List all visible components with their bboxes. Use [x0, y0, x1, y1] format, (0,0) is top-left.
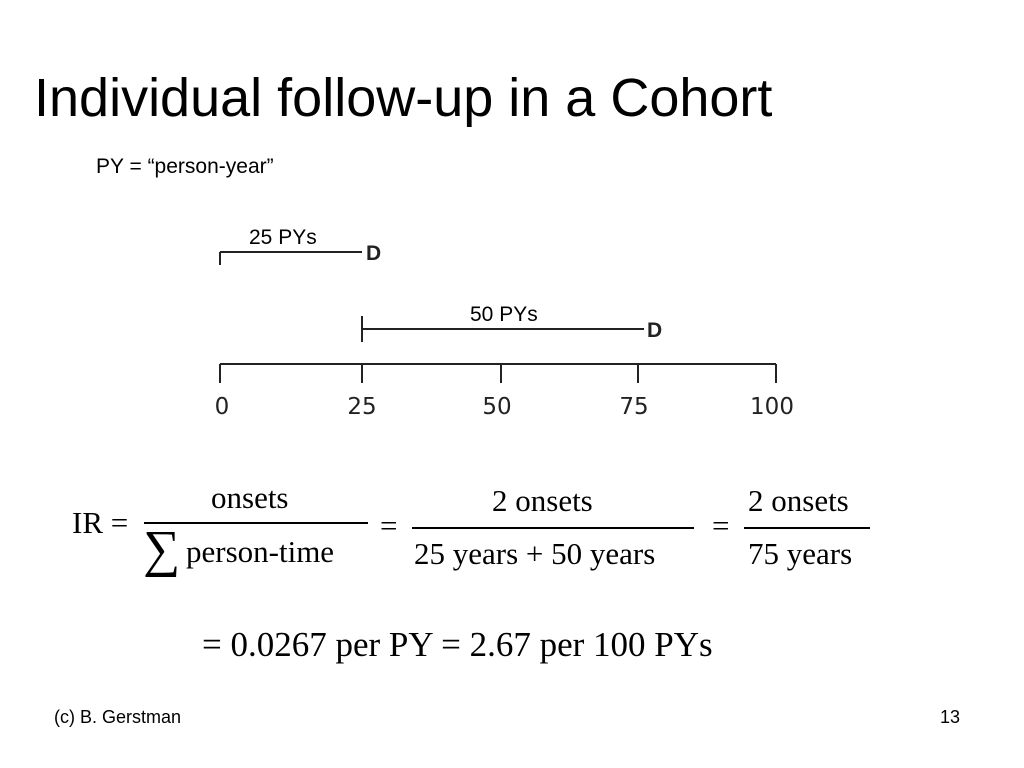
- fraction-1-numerator: onsets: [211, 480, 289, 515]
- fraction-2-numerator: 2 onsets: [492, 483, 593, 518]
- fraction-2-denominator: 25 years + 50 years: [414, 536, 656, 571]
- sigma-symbol: ∑: [143, 521, 181, 578]
- formula-result: = 0.0267 per PY = 2.67 per 100 PYs: [202, 625, 713, 664]
- footer-author: (c) B. Gerstman: [54, 707, 182, 727]
- time-axis: 0 25 50 75 100: [215, 363, 794, 420]
- axis-tick-label-100: 100: [750, 394, 794, 420]
- slide-title: Individual follow-up in a Cohort: [34, 68, 773, 128]
- formula-lhs: IR =: [72, 505, 129, 540]
- fraction-2-bar: [412, 527, 694, 529]
- axis-tick-label-50: 50: [482, 394, 511, 420]
- fraction-3-denominator: 75 years: [748, 536, 853, 571]
- axis-tick-label-75: 75: [619, 394, 648, 420]
- fraction-3-numerator: 2 onsets: [748, 483, 849, 518]
- fraction-1-bar: [144, 522, 368, 524]
- follow-up-segment-1: 25 PYs D: [219, 226, 381, 265]
- fraction-3-bar: [744, 527, 870, 529]
- slide-number: 13: [940, 707, 961, 727]
- fraction-1-denominator: person-time: [186, 534, 335, 569]
- segment-1-end-mark: D: [366, 242, 381, 265]
- segment-2-end-mark: D: [647, 319, 662, 342]
- equals-sign-3: =: [712, 508, 730, 543]
- axis-tick-label-0: 0: [215, 394, 230, 420]
- equals-sign-2: =: [380, 508, 398, 543]
- py-definition-note: PY = “person-year”: [96, 155, 274, 178]
- axis-tick-label-25: 25: [347, 394, 376, 420]
- follow-up-diagram: 25 PYs D 50 PYs D 0 25 50 75 100: [215, 226, 794, 420]
- segment-2-label: 50 PYs: [470, 303, 538, 326]
- segment-1-label: 25 PYs: [249, 226, 317, 249]
- follow-up-segment-2: 50 PYs D: [361, 303, 662, 342]
